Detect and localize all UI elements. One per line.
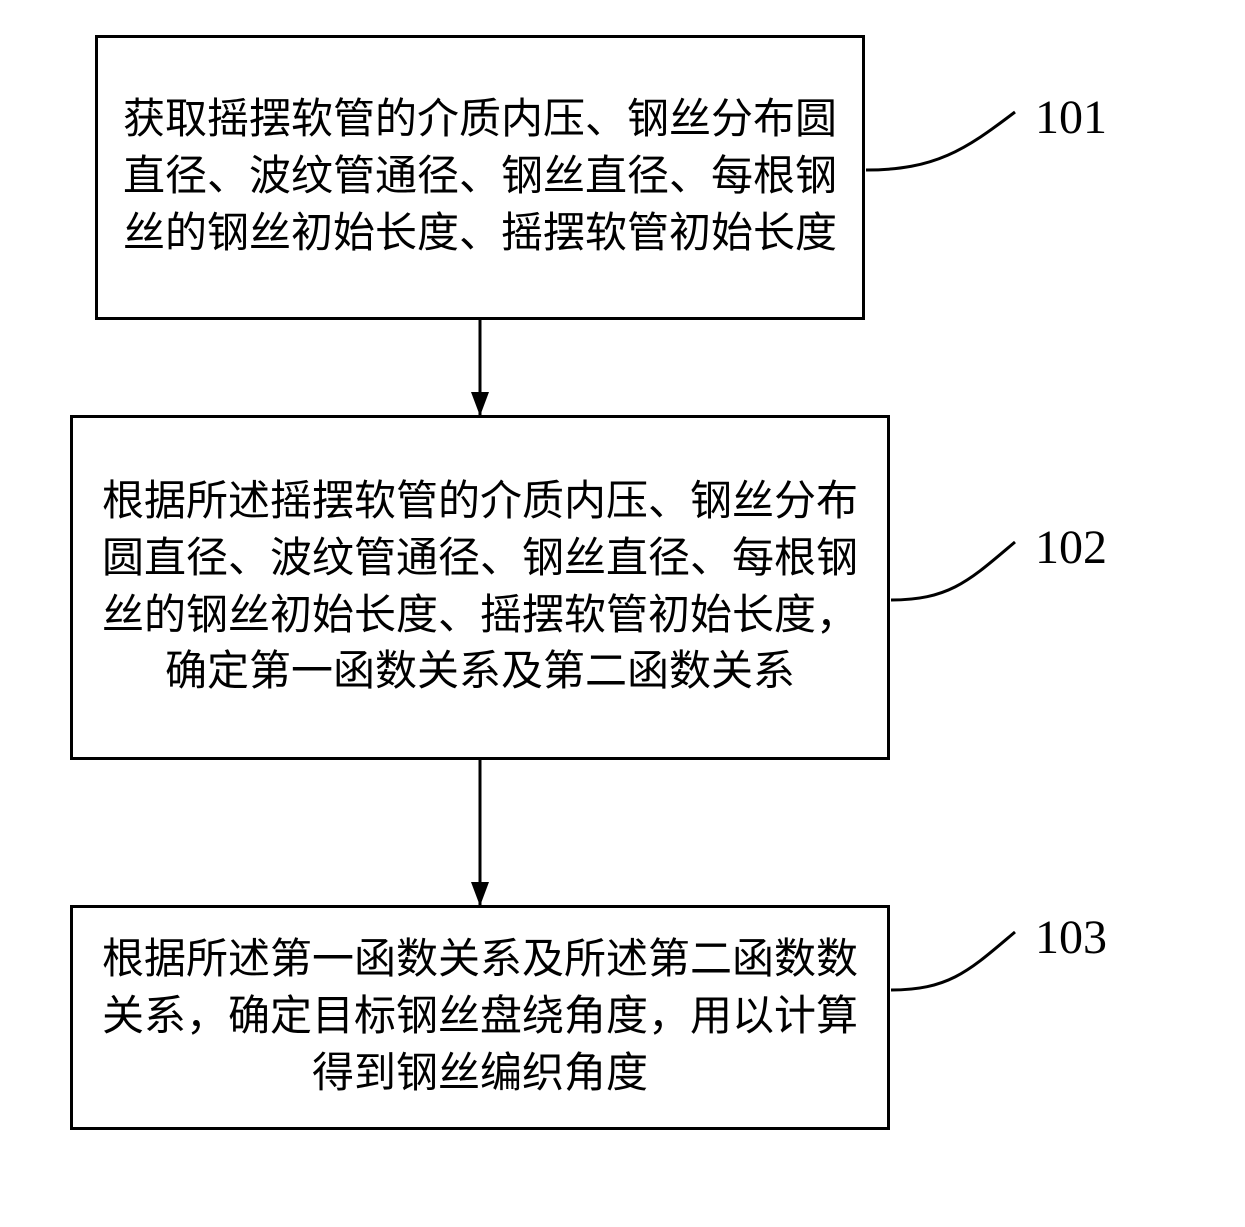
callout-label-101: 101 bbox=[1035, 90, 1107, 145]
flow-node-1: 获取摇摆软管的介质内压、钢丝分布圆直径、波纹管通径、钢丝直径、每根钢丝的钢丝初始… bbox=[95, 35, 865, 320]
flow-node-2: 根据所述摇摆软管的介质内压、钢丝分布圆直径、波纹管通径、钢丝直径、每根钢丝的钢丝… bbox=[70, 415, 890, 760]
flow-node-3: 根据所述第一函数关系及所述第二函数数关系，确定目标钢丝盘绕角度，用以计算得到钢丝… bbox=[70, 905, 890, 1130]
flow-node-3-text: 根据所述第一函数关系及所述第二函数数关系，确定目标钢丝盘绕角度，用以计算得到钢丝… bbox=[97, 932, 863, 1102]
callout-label-101-text: 101 bbox=[1035, 91, 1107, 144]
callout-label-102-text: 102 bbox=[1035, 521, 1107, 574]
flow-node-2-text: 根据所述摇摆软管的介质内压、钢丝分布圆直径、波纹管通径、钢丝直径、每根钢丝的钢丝… bbox=[97, 474, 863, 701]
flowchart-canvas: 获取摇摆软管的介质内压、钢丝分布圆直径、波纹管通径、钢丝直径、每根钢丝的钢丝初始… bbox=[0, 0, 1245, 1227]
callout-l3 bbox=[891, 932, 1015, 990]
flow-node-1-text: 获取摇摆软管的介质内压、钢丝分布圆直径、波纹管通径、钢丝直径、每根钢丝的钢丝初始… bbox=[122, 92, 838, 262]
callout-l2 bbox=[891, 542, 1015, 600]
callout-label-102: 102 bbox=[1035, 520, 1107, 575]
callout-label-103-text: 103 bbox=[1035, 911, 1107, 964]
callout-label-103: 103 bbox=[1035, 910, 1107, 965]
callout-l1 bbox=[866, 112, 1015, 170]
